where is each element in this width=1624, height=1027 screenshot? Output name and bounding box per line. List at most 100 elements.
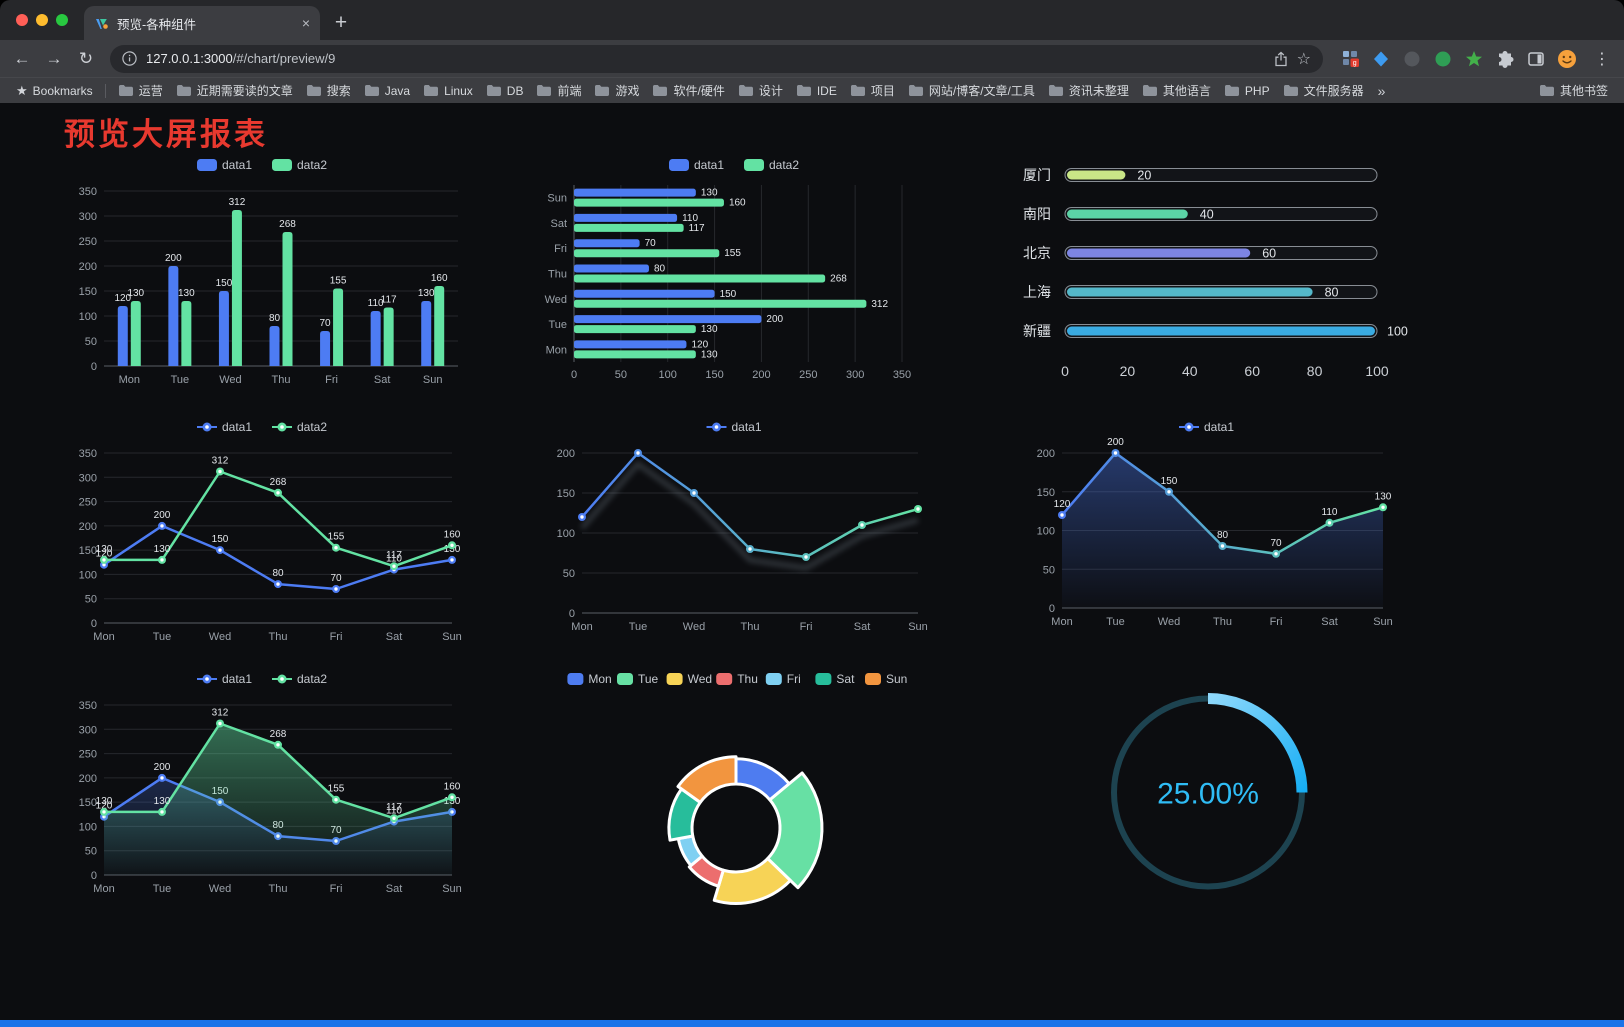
bookmark-folder-list: 运营 近期需要读的文章 搜索 Java Linux DB 前端 游戏 软件/硬件 设计 IDE 项目 网… xyxy=(112,80,1370,101)
bookmark-folder[interactable]: 软件/硬件 xyxy=(646,80,730,101)
bookmark-folder[interactable]: 前端 xyxy=(530,80,587,101)
share-icon[interactable] xyxy=(1274,51,1288,67)
browser-menu-icon[interactable]: ⋮ xyxy=(1594,50,1610,68)
url-path: /#/chart/preview/9 xyxy=(232,51,336,66)
svg-text:25.00%: 25.00% xyxy=(1157,778,1259,811)
close-window-button[interactable] xyxy=(16,14,28,26)
svg-text:150: 150 xyxy=(1036,487,1054,499)
svg-text:150: 150 xyxy=(557,488,575,500)
svg-text:50: 50 xyxy=(85,594,97,606)
svg-text:data1: data1 xyxy=(732,420,762,434)
chart-area-two-series[interactable]: 0 50 100 150 200 250 300 350 Mon Tue Wed Thu Fri Sat S… xyxy=(28,665,500,975)
bookmark-folder[interactable]: 项目 xyxy=(844,80,901,101)
chart-progress-bars[interactable]: 厦门 20 南阳 40 北京 60 上海 80 新疆 100 0 20 40 60 80 100 xyxy=(972,151,1444,413)
extension-green-star-icon[interactable] xyxy=(1463,48,1485,70)
bookmark-folder-label: 设计 xyxy=(758,84,783,98)
browser-tab[interactable]: 预览-各种组件 × xyxy=(84,6,320,40)
chart-gauge-progress[interactable]: 25.00% xyxy=(972,665,1444,975)
profile-avatar[interactable] xyxy=(1556,48,1578,70)
extension-grid-icon[interactable]: g xyxy=(1339,48,1361,70)
bookmark-folder[interactable]: 其他语言 xyxy=(1136,80,1217,101)
svg-text:200: 200 xyxy=(1036,448,1054,460)
svg-text:40: 40 xyxy=(1182,363,1198,379)
folder-icon xyxy=(850,84,866,97)
svg-text:155: 155 xyxy=(330,276,347,287)
bookmark-folder[interactable]: PHP xyxy=(1218,82,1276,100)
svg-text:130: 130 xyxy=(96,544,113,555)
bookmark-folder-label: 前端 xyxy=(557,84,582,98)
svg-text:100: 100 xyxy=(659,369,677,381)
back-button[interactable]: ← xyxy=(13,48,31,68)
chart-grouped-bar[interactable]: 0 50 100 150 200 250 300 350 Mon Tue Wed Thu Fri Sat S… xyxy=(28,151,500,413)
svg-text:50: 50 xyxy=(563,568,575,580)
svg-text:Sat: Sat xyxy=(374,374,391,386)
folder-icon xyxy=(118,84,134,97)
bookmark-star-icon[interactable]: ☆ xyxy=(1296,50,1311,68)
svg-text:100: 100 xyxy=(79,311,97,323)
sidebar-toggle-icon[interactable] xyxy=(1525,48,1547,70)
other-bookmarks[interactable]: 其他书签 xyxy=(1533,80,1614,101)
bookmarks-root[interactable]: ★ Bookmarks xyxy=(10,81,99,101)
zoom-window-button[interactable] xyxy=(56,14,68,26)
svg-text:150: 150 xyxy=(79,286,97,298)
svg-text:Tue: Tue xyxy=(1106,616,1125,628)
svg-text:50: 50 xyxy=(85,846,97,858)
svg-text:130: 130 xyxy=(701,188,718,199)
svg-text:70: 70 xyxy=(330,573,342,584)
extension-dark-circle-icon[interactable] xyxy=(1401,48,1423,70)
bookmark-folder[interactable]: 资讯未整理 xyxy=(1042,80,1135,101)
bookmark-folder[interactable]: IDE xyxy=(790,82,843,100)
traffic-lights xyxy=(16,14,68,26)
bookmark-folder[interactable]: 搜索 xyxy=(300,80,357,101)
page-content: 预览大屏报表 0 50 100 150 200 250 300 350 Mon Tue Wed Thu… xyxy=(0,103,1624,1027)
tab-close-icon[interactable]: × xyxy=(301,15,310,31)
chart-line-two-series[interactable]: 0 50 100 150 200 250 300 350 Mon Tue Wed Thu Fri Sat S… xyxy=(28,413,500,665)
extension-diamond-icon[interactable] xyxy=(1370,48,1392,70)
svg-text:Sat: Sat xyxy=(386,631,403,643)
svg-text:Fri: Fri xyxy=(787,672,801,686)
bookmark-folder[interactable]: 近期需要读的文章 xyxy=(170,80,299,101)
site-info-icon[interactable] xyxy=(122,51,137,66)
bookmark-folder[interactable]: 网站/博客/文章/工具 xyxy=(902,80,1041,101)
address-bar[interactable]: 127.0.0.1:3000/#/chart/preview/9 ☆ xyxy=(110,44,1323,73)
chart-area-line[interactable]: 0 50 100 150 200 Mon Tue Wed Thu Fri Sat Sun 120 200 1… xyxy=(972,413,1444,665)
extensions-puzzle-icon[interactable] xyxy=(1494,48,1516,70)
bookmark-folder[interactable]: 设计 xyxy=(732,80,789,101)
svg-text:350: 350 xyxy=(79,186,97,198)
bookmark-folder[interactable]: Java xyxy=(358,82,416,100)
minimize-window-button[interactable] xyxy=(36,14,48,26)
svg-text:120: 120 xyxy=(96,549,113,560)
folder-icon xyxy=(536,84,552,97)
svg-text:Mon: Mon xyxy=(1051,616,1072,628)
svg-text:Sat: Sat xyxy=(854,621,871,633)
folder-icon xyxy=(486,84,502,97)
svg-text:150: 150 xyxy=(1160,476,1177,487)
folder-icon xyxy=(1142,84,1158,97)
bookmark-folder[interactable]: 运营 xyxy=(112,80,169,101)
svg-text:312: 312 xyxy=(212,456,229,467)
bookmark-folder[interactable]: Linux xyxy=(417,82,479,100)
forward-button[interactable]: → xyxy=(45,48,63,68)
bookmark-folder[interactable]: 游戏 xyxy=(588,80,645,101)
svg-text:200: 200 xyxy=(154,762,171,773)
svg-text:80: 80 xyxy=(1216,530,1228,541)
svg-text:Tue: Tue xyxy=(629,621,648,633)
chart-horizontal-bar[interactable]: 0 50 100 150 200 250 300 350 Sun 130 160 Sat 110 117 F… xyxy=(500,151,972,413)
svg-text:Wed: Wed xyxy=(1157,616,1179,628)
chart-gradient-line[interactable]: 0 50 100 150 200 Mon Tue Wed Thu Fri Sat Sun data1 xyxy=(500,413,972,665)
chart-rose-donut[interactable]: Mon Tue Wed Thu Fri Sat Sun xyxy=(500,665,972,975)
svg-text:130: 130 xyxy=(127,288,144,299)
bookmark-folder[interactable]: DB xyxy=(480,82,530,100)
svg-text:110: 110 xyxy=(368,298,384,309)
reload-button[interactable]: ↻ xyxy=(78,48,94,68)
svg-text:130: 130 xyxy=(701,349,718,360)
bookmark-folder[interactable]: 文件服务器 xyxy=(1277,80,1370,101)
bookmarks-overflow-chevron[interactable]: » xyxy=(1377,82,1386,99)
extension-green-circle-icon[interactable] xyxy=(1432,48,1454,70)
svg-text:312: 312 xyxy=(229,197,246,208)
svg-text:data2: data2 xyxy=(769,158,799,172)
svg-text:110: 110 xyxy=(386,806,402,817)
new-tab-button[interactable]: + xyxy=(334,11,348,34)
svg-text:Tue: Tue xyxy=(153,631,172,643)
svg-text:100: 100 xyxy=(1387,325,1408,339)
